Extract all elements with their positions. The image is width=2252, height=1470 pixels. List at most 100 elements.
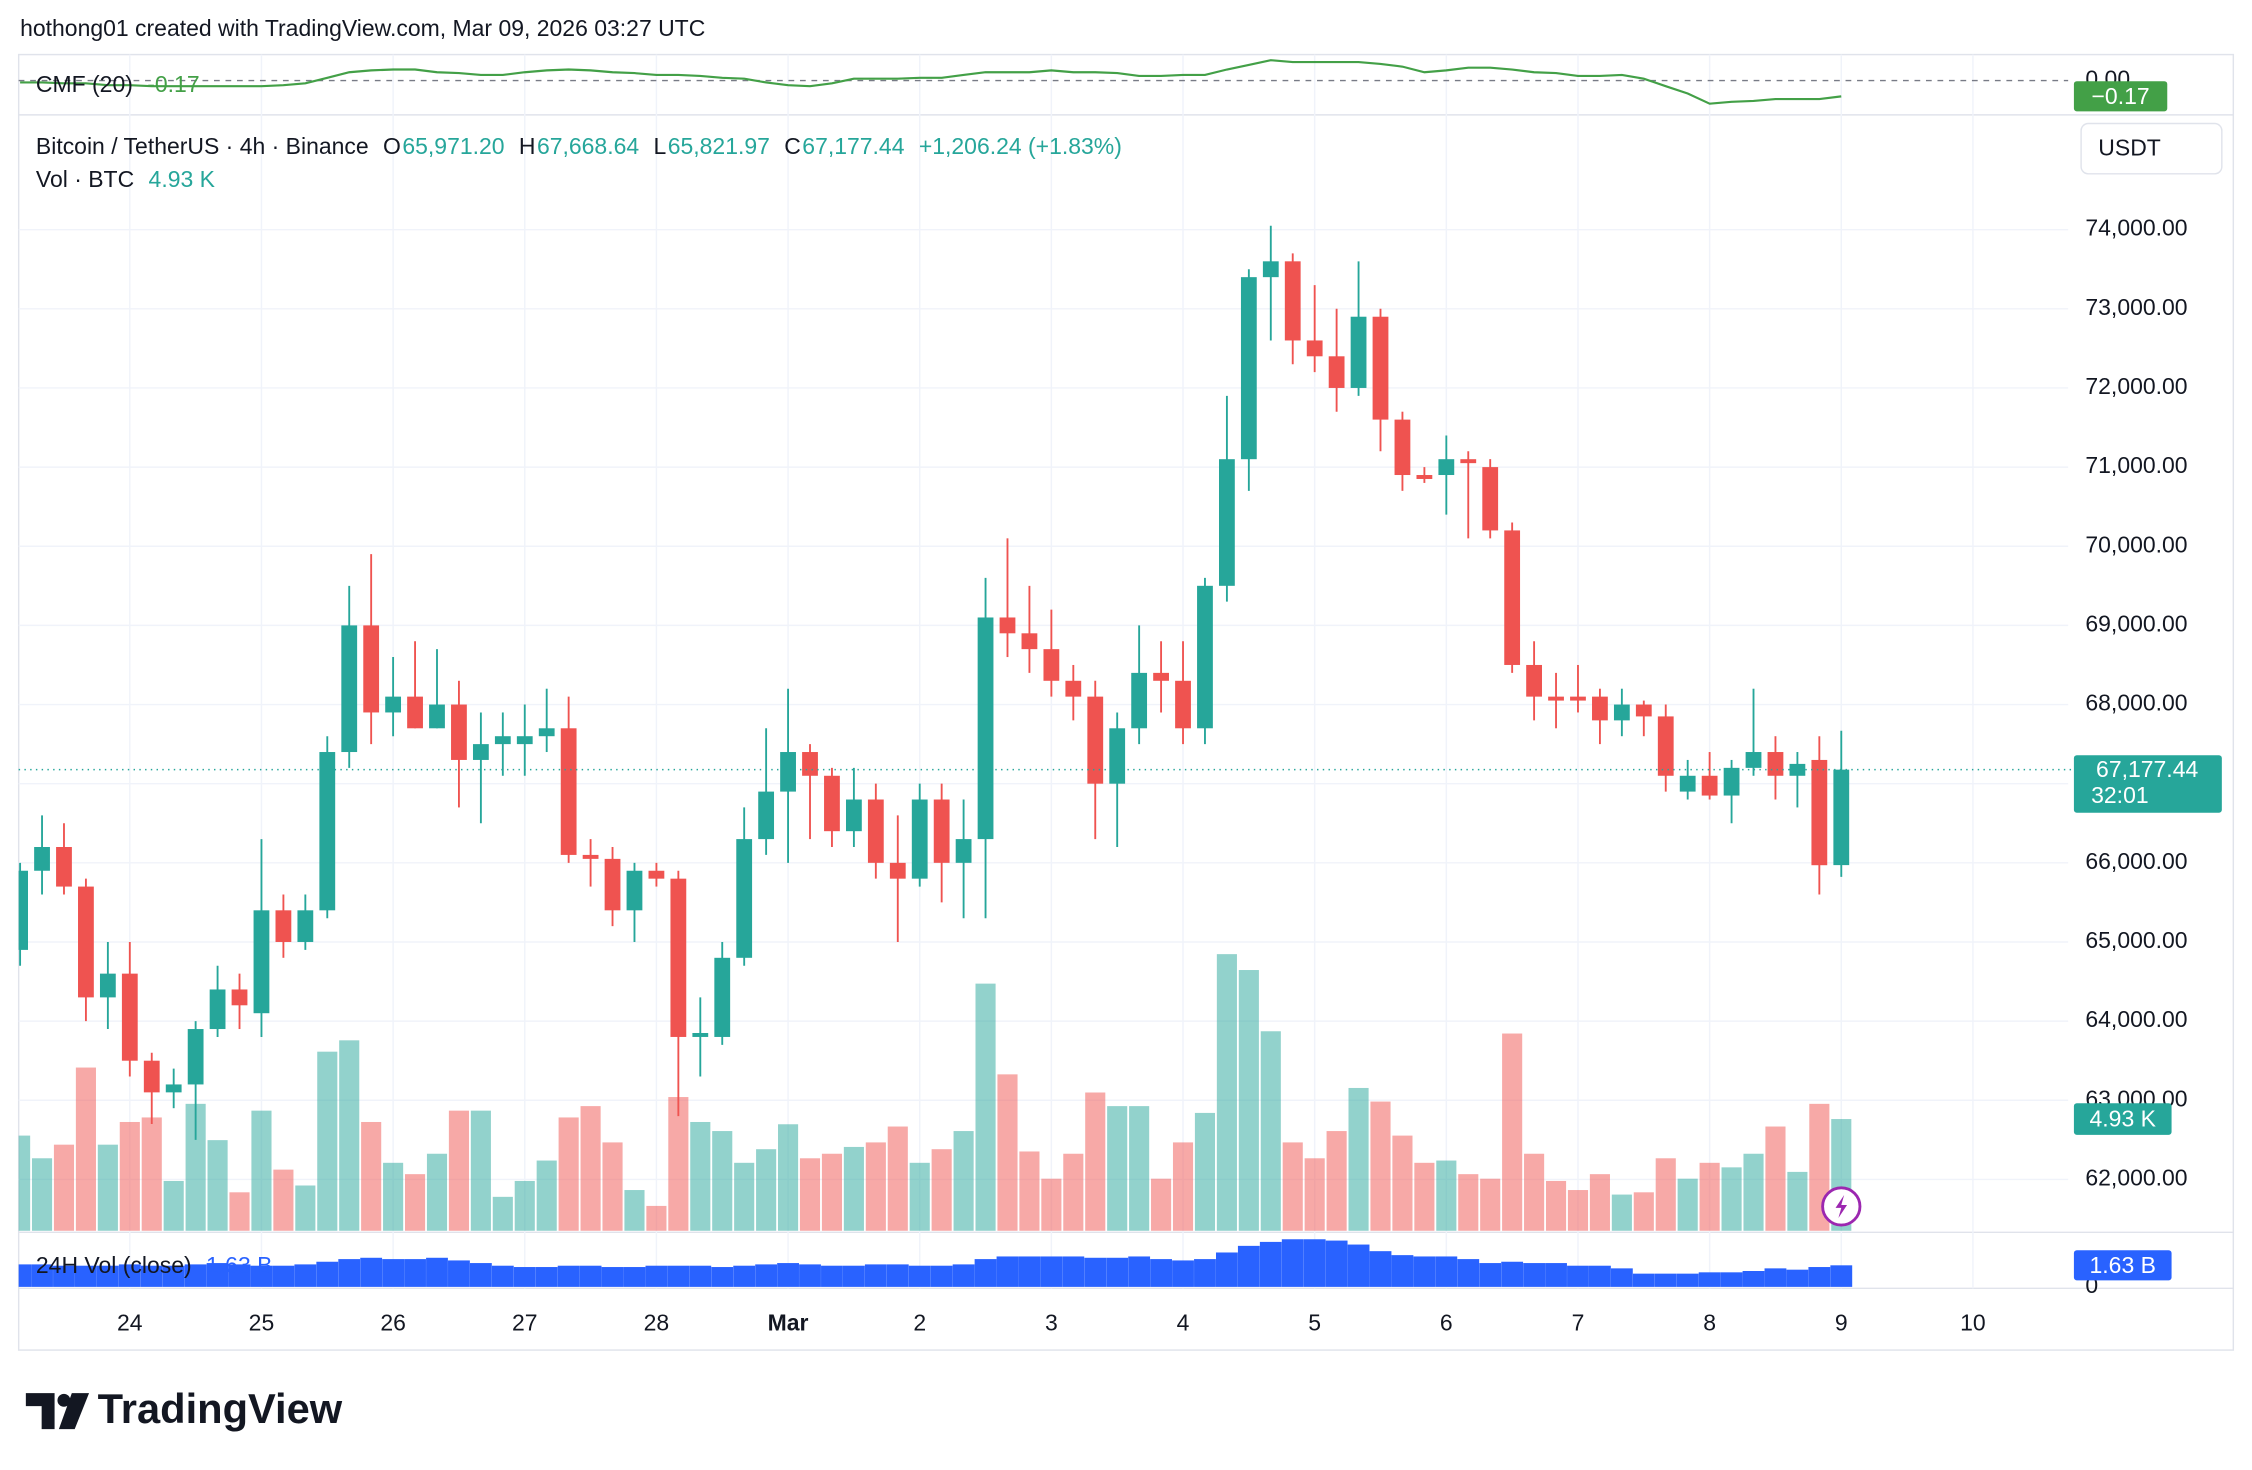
volume-bar	[909, 1162, 930, 1231]
candle-body	[714, 957, 731, 1037]
candle-body	[1065, 680, 1082, 697]
cmf-legend: CMF (20) -0.17	[36, 71, 200, 97]
volume-bar	[1545, 1180, 1567, 1231]
volume-bar	[448, 1110, 469, 1231]
volume-bar	[1326, 1131, 1347, 1231]
vol24-legend: 24H Vol (close) 1.63 B	[36, 1252, 273, 1278]
ohlc-key: O	[383, 133, 401, 159]
ohlc-key: L	[654, 133, 667, 159]
vol24-bar	[140, 1265, 163, 1287]
volume-bar	[1633, 1192, 1654, 1231]
volume-bar	[1721, 1167, 1742, 1231]
vol24-bar	[1040, 1256, 1063, 1287]
volume-bar	[317, 1051, 338, 1231]
vol24-bar	[1457, 1259, 1480, 1287]
vol24-bar	[1654, 1273, 1677, 1287]
vol24-bar	[1062, 1256, 1085, 1287]
vol24-bar	[908, 1265, 931, 1287]
vol24-bar	[162, 1265, 185, 1287]
candle-body	[670, 878, 687, 1037]
volume-bar	[339, 1040, 360, 1231]
vol24-bar	[338, 1259, 361, 1287]
candle-body	[1394, 419, 1411, 476]
candle-body	[977, 617, 994, 840]
candle-body	[758, 791, 775, 840]
vol24-title: 24H Vol (close)	[36, 1252, 192, 1278]
currency-button[interactable]: USDT	[2080, 122, 2223, 175]
candle-body	[1021, 633, 1038, 650]
volume-bar	[1436, 1160, 1457, 1231]
candle-body	[1175, 680, 1191, 729]
vol24-bar	[1808, 1267, 1831, 1287]
volume-bar	[690, 1121, 711, 1231]
volume-bar	[1611, 1194, 1632, 1231]
candle-body	[692, 1032, 709, 1037]
candle-body	[1131, 672, 1148, 729]
volume-bar	[31, 1158, 53, 1231]
logo-mark	[58, 1393, 90, 1430]
cmf-value: -0.17	[147, 71, 199, 97]
x-tick-label: 10	[1960, 1309, 1986, 1335]
candle-body	[253, 910, 270, 1014]
vol24-bar	[18, 1264, 32, 1287]
candle-body	[1723, 767, 1740, 796]
vol24-bar	[360, 1257, 383, 1287]
vol24-bar	[1259, 1241, 1282, 1287]
countdown-text: 32:01	[2091, 782, 2148, 808]
vol24-bar	[952, 1264, 975, 1287]
vol24-bar	[930, 1265, 953, 1287]
x-tick-label: 5	[1308, 1309, 1321, 1335]
volume-bar	[1502, 1033, 1523, 1231]
candle-body	[209, 989, 226, 1030]
candle-body	[1635, 704, 1652, 717]
vol24-bar	[1128, 1256, 1151, 1287]
alert-bolt	[1835, 1194, 1848, 1218]
vol24-bar	[31, 1264, 53, 1287]
vol24-bar	[1215, 1252, 1238, 1287]
x-tick-label: 6	[1440, 1309, 1453, 1335]
volume-bar	[953, 1131, 974, 1231]
candle-body	[1613, 704, 1630, 721]
volume-bar	[1370, 1101, 1391, 1231]
last-price-badge	[2073, 755, 2222, 813]
candle-body	[1438, 459, 1455, 476]
vol24-pane	[18, 1239, 1853, 1287]
volume-bar	[1567, 1190, 1589, 1231]
volume-bar	[119, 1121, 140, 1231]
vol24-bar	[1567, 1265, 1589, 1287]
vol24-bar	[1106, 1257, 1129, 1287]
y-tick-label: 71,000.00	[2085, 452, 2187, 478]
currency-label[interactable]: USDT	[2098, 134, 2161, 160]
ohlc-value: 67,177.44	[802, 133, 904, 159]
x-tick-label: 25	[249, 1309, 275, 1335]
vol24-bar	[755, 1264, 778, 1287]
volume-bar	[778, 1124, 799, 1231]
vol24-bar	[1479, 1263, 1502, 1287]
x-tick-label: 9	[1835, 1309, 1848, 1335]
candle-body	[845, 799, 862, 832]
vol24-bar	[75, 1265, 97, 1287]
candle-body	[780, 752, 796, 792]
vol24-bar	[777, 1263, 799, 1287]
vol24-bar	[1786, 1269, 1809, 1287]
brand-name: TradingView	[98, 1385, 343, 1432]
x-tick-label: 27	[512, 1309, 538, 1335]
volume-bar	[229, 1192, 250, 1231]
volume-bar	[1414, 1162, 1435, 1231]
vol24-bar	[1084, 1257, 1107, 1287]
x-tick-label: 4	[1177, 1309, 1190, 1335]
vol24-bar	[53, 1265, 75, 1287]
candle-body	[231, 989, 248, 1006]
vol24-bar	[733, 1265, 756, 1287]
volume-bar	[1699, 1162, 1720, 1231]
y-tick-label: 66,000.00	[2085, 848, 2187, 874]
candle-body	[824, 775, 840, 832]
candle-body	[1043, 649, 1060, 681]
volume-bar	[843, 1146, 864, 1231]
vol24-bar	[1413, 1256, 1436, 1287]
currency-button-box[interactable]	[2080, 122, 2223, 175]
y-tick-label: 62,000.00	[2085, 1164, 2187, 1190]
vol24-bar	[96, 1265, 119, 1287]
volume-bar	[251, 1110, 272, 1231]
candle-body	[1548, 696, 1564, 701]
